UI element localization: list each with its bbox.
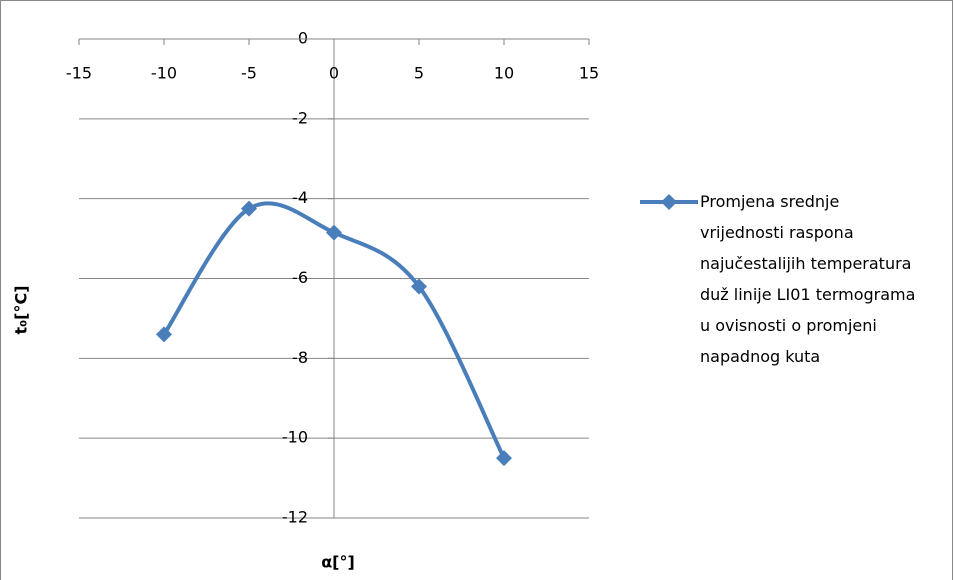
data-point xyxy=(156,326,172,343)
y-tick-label: -2 xyxy=(292,108,308,127)
x-tick-label: 15 xyxy=(579,64,599,83)
data-point xyxy=(496,450,512,467)
data-point xyxy=(411,278,427,295)
y-tick-label: -4 xyxy=(292,188,308,207)
data-point xyxy=(326,224,342,241)
x-tick-label: 5 xyxy=(414,64,424,83)
x-tick-label: -10 xyxy=(151,64,177,83)
legend-marker xyxy=(661,194,677,210)
x-tick-label: 10 xyxy=(494,64,514,83)
y-tick-label: -12 xyxy=(282,508,308,527)
y-tick-label: -10 xyxy=(282,428,308,447)
y-axis-title: t₀[°C] xyxy=(12,285,31,334)
x-tick-label: -15 xyxy=(66,64,92,83)
x-tick-label: -5 xyxy=(241,64,257,83)
y-tick-label: 0 xyxy=(298,29,308,48)
y-tick-label: -8 xyxy=(292,348,308,367)
y-tick-label: -6 xyxy=(292,268,308,287)
x-axis-title: α[°] xyxy=(321,553,355,572)
data-point xyxy=(241,200,257,217)
legend-label: Promjena srednje vrijednosti raspona naj… xyxy=(700,192,916,366)
x-tick-label: 0 xyxy=(329,64,339,83)
